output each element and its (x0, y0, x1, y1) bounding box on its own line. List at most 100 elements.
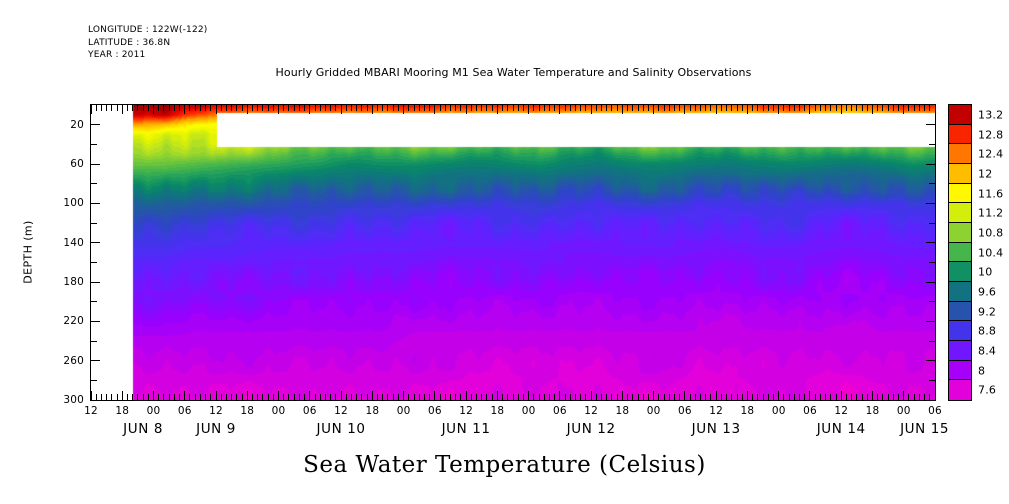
x-tick-50 (288, 105, 290, 111)
x-tick-bottom-83 (460, 394, 462, 400)
x-tick-bottom-20 (132, 394, 134, 400)
x-tick-68 (382, 105, 384, 111)
x-tick-47 (272, 105, 274, 111)
x-tick-173 (929, 105, 931, 111)
x-tick-164 (882, 105, 884, 111)
x-tick-bottom-101 (554, 394, 556, 400)
y-tick-right-140 (926, 242, 935, 244)
x-tick-56 (319, 105, 321, 111)
y-tick-right-160 (929, 261, 935, 263)
x-tick-147 (793, 105, 795, 111)
x-tick-24 (153, 105, 155, 114)
x-tick-130 (705, 105, 707, 111)
y-tick-180 (91, 281, 100, 283)
x-tick-bottom-148 (799, 394, 801, 400)
colorbar-band-11.2 (949, 203, 971, 223)
x-tick-149 (804, 105, 806, 111)
x-tick-118 (642, 105, 644, 111)
x-tick-19 (126, 105, 128, 111)
x-hour-label-150: 06 (803, 405, 817, 417)
x-tick-bottom-141 (762, 394, 764, 400)
x-tick-bottom-92 (507, 394, 509, 400)
x-tick-104 (569, 105, 571, 111)
x-tick-bottom-33 (199, 394, 201, 400)
colorbar-tick-label-9.2: 9.2 (978, 305, 997, 318)
x-tick-bottom-128 (694, 394, 696, 400)
colorbar-band-8.4 (949, 340, 971, 361)
x-tick-bottom-114 (621, 391, 623, 400)
x-tick-61 (345, 105, 347, 111)
x-tick-bottom-41 (241, 394, 243, 400)
x-tick-126 (684, 105, 686, 114)
x-tick-bottom-116 (632, 394, 634, 400)
x-tick-77 (429, 105, 431, 111)
x-tick-bottom-77 (429, 394, 431, 400)
x-tick-bottom-60 (340, 391, 342, 400)
y-tick-label-100: 100 (63, 197, 84, 210)
x-tick-122 (663, 105, 665, 111)
x-tick-bottom-119 (647, 394, 649, 400)
y-tick-label-60: 60 (70, 158, 84, 170)
colorbar-band-8 (949, 360, 971, 381)
colorbar-tick-label-10.4: 10.4 (978, 246, 1004, 259)
x-tick-165 (887, 105, 889, 111)
x-tick-bottom-17 (116, 394, 118, 400)
x-tick-79 (439, 105, 441, 111)
x-tick-bottom-74 (413, 394, 415, 400)
x-tick-121 (658, 105, 660, 111)
x-tick-129 (700, 105, 702, 111)
x-day-label-4: JUN 12 (566, 421, 616, 437)
x-hour-label-96: 00 (521, 405, 536, 417)
x-tick-150 (809, 105, 811, 114)
y-tick-120 (91, 222, 97, 224)
x-tick-bottom-107 (585, 394, 587, 400)
x-tick-bottom-53 (304, 394, 306, 400)
x-tick-bottom-105 (575, 394, 577, 400)
x-tick-107 (585, 105, 587, 111)
y-tick-right-100 (926, 202, 935, 204)
x-tick-bottom-160 (861, 394, 863, 400)
x-tick-151 (814, 105, 816, 111)
x-tick-bottom-21 (137, 394, 139, 400)
x-tick-117 (637, 105, 639, 111)
y-tick-label-180: 180 (63, 276, 84, 288)
x-tick-86 (476, 105, 478, 111)
x-tick-bottom-36 (215, 391, 217, 400)
x-tick-bottom-44 (257, 394, 259, 400)
x-tick-bottom-63 (356, 394, 358, 400)
y-tick-80 (91, 183, 97, 185)
x-tick-103 (564, 105, 566, 111)
x-tick-69 (387, 105, 389, 111)
x-hour-label-66: 18 (365, 405, 380, 417)
x-tick-bottom-138 (746, 391, 748, 400)
y-tick-40 (91, 143, 97, 145)
x-day-label-1: JUN 9 (196, 421, 236, 437)
y-tick-right-80 (929, 183, 935, 185)
x-tick-bottom-51 (293, 394, 295, 400)
x-tick-39 (231, 105, 233, 111)
x-tick-72 (403, 105, 405, 114)
x-tick-bottom-96 (528, 391, 530, 400)
chart-title-text: Hourly Gridded MBARI Mooring M1 Sea Wate… (275, 66, 752, 79)
colorbar-band-9.2 (949, 301, 971, 322)
x-tick-152 (819, 105, 821, 111)
x-tick-84 (465, 105, 467, 114)
x-tick-159 (856, 105, 858, 111)
x-tick-29 (179, 105, 181, 111)
x-tick-154 (830, 105, 832, 111)
x-tick-137 (741, 105, 743, 111)
x-tick-16 (111, 105, 113, 111)
x-tick-48 (278, 105, 280, 114)
x-tick-bottom-156 (840, 391, 842, 400)
x-tick-bottom-99 (543, 394, 545, 400)
x-tick-168 (903, 105, 905, 114)
x-tick-bottom-14 (100, 394, 102, 400)
x-tick-139 (752, 105, 754, 111)
x-tick-141 (762, 105, 764, 111)
temperature-contour-canvas (91, 105, 935, 400)
x-tick-bottom-102 (559, 391, 561, 400)
x-tick-62 (350, 105, 352, 111)
x-tick-bottom-24 (153, 391, 155, 400)
x-tick-bottom-167 (898, 394, 900, 400)
x-tick-bottom-13 (95, 394, 97, 400)
